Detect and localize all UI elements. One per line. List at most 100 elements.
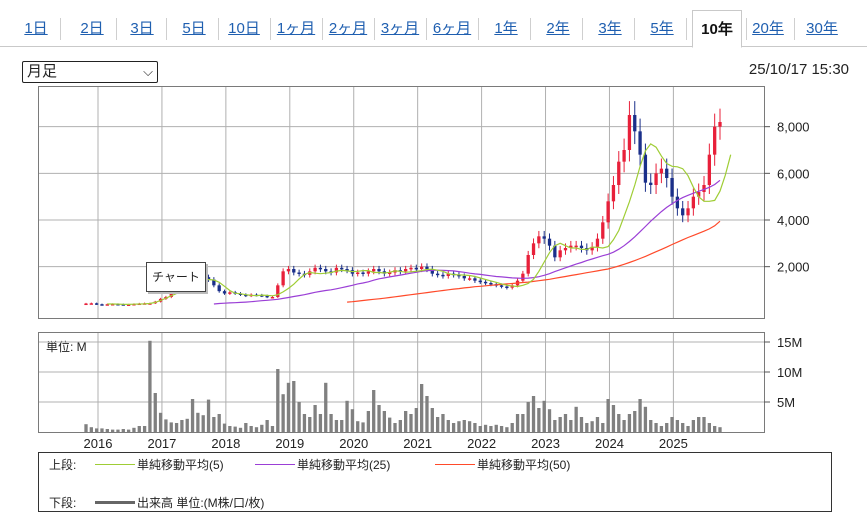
tab-3年[interactable]: 3年: [598, 20, 622, 37]
volume-bar: [180, 420, 184, 432]
tab-5日[interactable]: 5日: [182, 20, 206, 37]
x-tick-label: 2017: [147, 436, 176, 451]
volume-bar: [649, 420, 653, 432]
volume-bar: [579, 417, 584, 432]
candle-down: [217, 285, 221, 292]
volume-bar: [665, 423, 669, 432]
candle-down: [649, 182, 653, 185]
tab-10日[interactable]: 10日: [228, 20, 260, 37]
volume-tick-label: 10M: [777, 365, 802, 380]
volume-bar: [201, 415, 205, 432]
volume-bar: [654, 423, 658, 432]
ma25-line: [213, 179, 721, 305]
volume-bar: [633, 411, 637, 432]
candle-down: [457, 274, 461, 277]
volume-bar: [105, 429, 109, 432]
candle-down: [675, 196, 680, 209]
candle-up: [601, 222, 605, 239]
tab-6ヶ月[interactable]: 6ヶ月: [432, 20, 472, 37]
chart-callout: チャート: [146, 262, 206, 292]
x-tick-label: 2021: [403, 436, 432, 451]
volume-bar: [366, 411, 371, 432]
candle-up: [718, 122, 722, 127]
volume-bar: [334, 420, 339, 432]
tab-separator: [60, 18, 61, 40]
candle-period-select[interactable]: 月足 ⌵: [22, 61, 158, 83]
volume-bar: [265, 420, 269, 432]
candle-down: [297, 272, 301, 274]
volume-bar: [563, 414, 568, 432]
tab-separator: [478, 18, 479, 40]
tab-1年[interactable]: 1年: [494, 20, 518, 37]
candle-down: [425, 266, 429, 269]
legend-lower-label: 下段:: [49, 496, 77, 510]
tab-1ヶ月[interactable]: 1ヶ月: [276, 20, 316, 37]
tab-separator: [530, 18, 531, 40]
tab-10年[interactable]: 10年: [692, 10, 742, 48]
tab-3ヶ月[interactable]: 3ヶ月: [380, 20, 420, 37]
volume-bar: [158, 412, 163, 432]
candle-up: [270, 297, 275, 299]
volume-bar: [451, 423, 456, 432]
candle-down: [324, 269, 328, 272]
volume-bar: [153, 393, 157, 432]
volume-bar: [494, 424, 498, 432]
volume-bar: [585, 423, 589, 432]
tab-2日[interactable]: 2日: [80, 20, 104, 37]
volume-bar: [260, 424, 264, 432]
candle-up: [446, 273, 450, 276]
candle-down: [222, 291, 227, 294]
tab-1日[interactable]: 1日: [24, 20, 48, 37]
volume-bar: [659, 426, 664, 432]
volume-bar: [574, 406, 578, 432]
tab-3日[interactable]: 3日: [130, 20, 154, 37]
x-tick-label: 2025: [659, 436, 688, 451]
candle-up: [563, 248, 568, 251]
volume-bar: [457, 421, 461, 432]
ma50-line: [347, 220, 721, 303]
candle-up: [281, 271, 285, 286]
volume-bar: [606, 399, 610, 432]
candle-down: [377, 269, 381, 272]
volume-bar: [499, 426, 504, 432]
volume-bar: [707, 423, 711, 432]
volume-bar: [473, 423, 477, 432]
candle-up: [691, 196, 696, 209]
volume-tick-label: 5M: [777, 395, 795, 410]
volume-bar: [483, 424, 488, 432]
volume-bar: [137, 426, 141, 432]
candle-up: [169, 292, 173, 297]
volume-bar: [89, 427, 93, 432]
candle-up: [537, 236, 541, 244]
candle-down: [441, 274, 445, 277]
volume-bar: [244, 423, 248, 432]
volume-bar: [537, 408, 541, 432]
tab-30年[interactable]: 30年: [806, 20, 838, 37]
candle-up: [334, 267, 339, 273]
legend-ma50-swatch: [435, 464, 475, 465]
candle-up: [467, 278, 472, 280]
volume-bar: [286, 382, 291, 432]
volume-bar: [691, 420, 696, 432]
tab-5年[interactable]: 5年: [650, 20, 674, 37]
volume-chart-frame: [38, 332, 765, 433]
candle-down: [483, 281, 488, 284]
volume-bar: [95, 428, 99, 432]
tab-20年[interactable]: 20年: [752, 20, 784, 37]
volume-bar: [595, 417, 600, 432]
candle-down: [670, 178, 674, 197]
volume-bar: [196, 412, 200, 432]
tab-2年[interactable]: 2年: [546, 20, 570, 37]
volume-bar: [329, 414, 333, 432]
candle-up: [606, 201, 610, 223]
volume-bar: [489, 426, 493, 432]
tab-2ヶ月[interactable]: 2ヶ月: [328, 20, 368, 37]
volume-bar: [409, 414, 413, 432]
candle-up: [627, 115, 632, 150]
volume-bar: [302, 414, 307, 432]
tab-separator: [166, 18, 167, 40]
candle-up: [404, 269, 408, 272]
candle-up: [286, 269, 291, 272]
volume-bar: [254, 427, 259, 432]
